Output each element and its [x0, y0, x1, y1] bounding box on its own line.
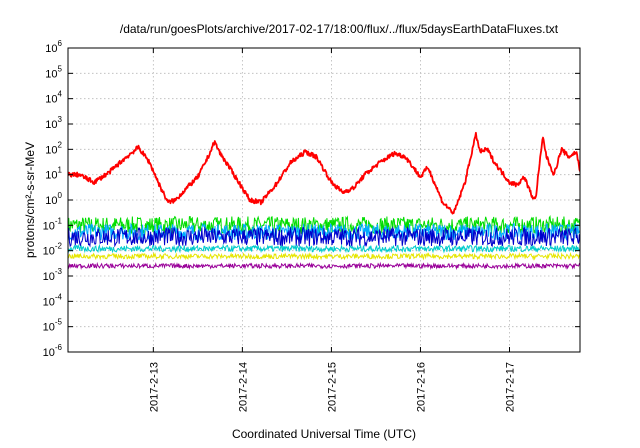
y-tick-label: 10-6: [43, 343, 63, 359]
y-tick-label: 101: [45, 166, 62, 182]
y-tick-label: 105: [45, 64, 62, 80]
y-tick-label: 10-1: [43, 216, 63, 232]
x-tick-label: 2017-2-13: [148, 362, 160, 412]
y-tick-label: 106: [45, 39, 62, 55]
band-series-line: [68, 251, 580, 261]
x-tick-label: 2017-2-16: [415, 362, 427, 412]
x-tick-label: 2017-2-17: [505, 362, 517, 412]
grid-lines: [68, 48, 580, 352]
y-tick-label: 102: [45, 140, 62, 156]
x-tick-labels: 2017-2-13 2017-2-14 2017-2-15 2017-2-16 2017…: [148, 48, 517, 412]
data-series: [68, 131, 580, 271]
band-series-line: [68, 243, 580, 254]
band-series-line: [68, 261, 580, 271]
y-tick-label: 104: [45, 90, 62, 106]
band-series-line: [68, 225, 580, 248]
y-tick-labels: 106 105 104 103 102 101 100 10-1 10-2 10-3 10-4 10-…: [43, 39, 580, 359]
x-tick-label: 2017-2-14: [237, 362, 249, 412]
y-tick-label: 10-5: [43, 318, 63, 334]
y-tick-label: 10-4: [43, 292, 63, 308]
y-tick-label: 103: [45, 115, 62, 131]
y-tick-label: 10-2: [43, 242, 63, 258]
chart-title: /data/run/goesPlots/archive/2017-02-17/1…: [120, 22, 559, 36]
y-axis-label: protons/cm²-s-sr-MeV: [23, 142, 37, 258]
y-tick-label: 10-3: [43, 267, 63, 283]
x-tick-label: 2017-2-15: [326, 362, 338, 412]
y-tick-label: 100: [45, 191, 62, 207]
primary-series-line: [68, 131, 580, 215]
x-axis-label: Coordinated Universal Time (UTC): [232, 427, 416, 441]
